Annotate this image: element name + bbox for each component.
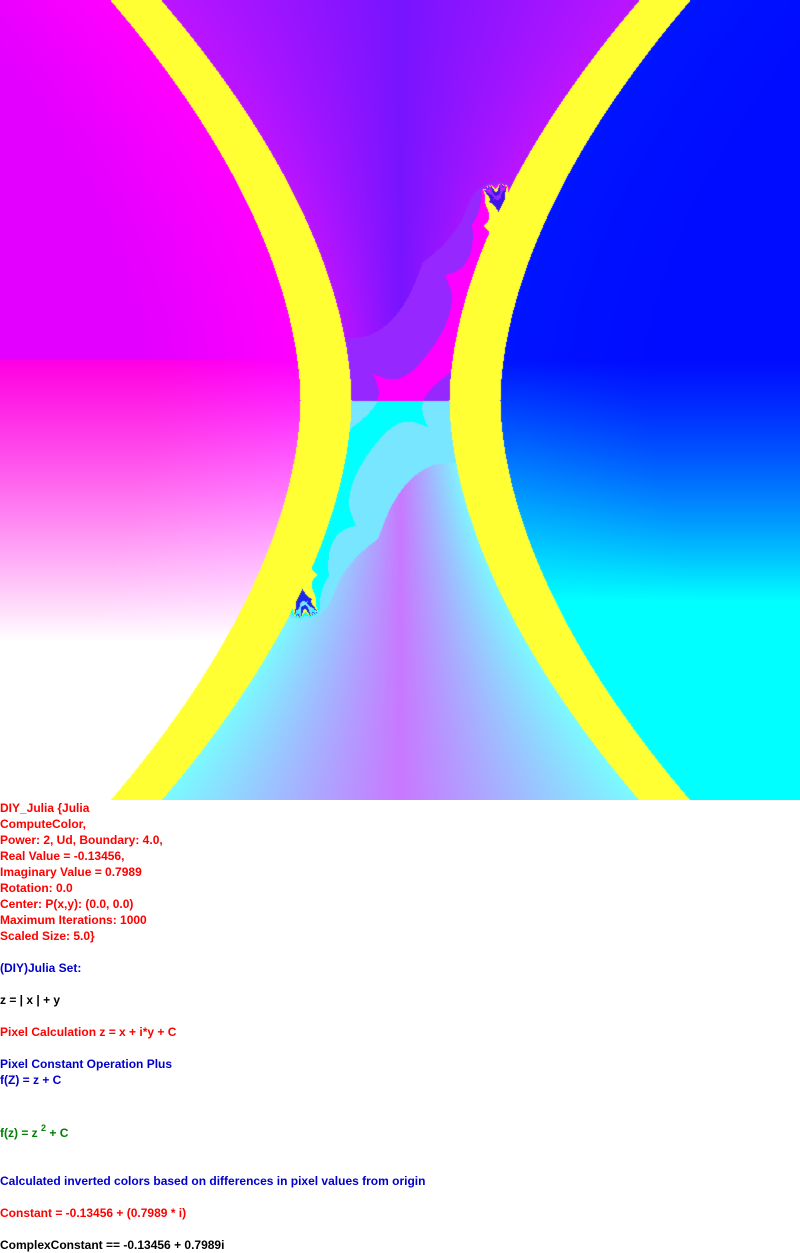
function-lower-suffix: + C xyxy=(46,1126,69,1140)
param-line-1: DIY_Julia {Julia xyxy=(0,801,90,815)
complex-constant: ComplexConstant == -0.13456 + 0.7989i xyxy=(0,1238,225,1252)
constant-operation: Pixel Constant Operation Plus xyxy=(0,1057,173,1071)
param-line-7: Center: P(x,y): (0.0, 0.0) xyxy=(0,897,134,911)
param-line-9: Scaled Size: 5.0} xyxy=(0,929,95,943)
param-line-5: Imaginary Value = 0.7989 xyxy=(0,865,142,879)
color-note: Calculated inverted colors based on diff… xyxy=(0,1174,426,1188)
function-lower-power: 2 xyxy=(41,1123,47,1133)
constant-value: Constant = -0.13456 + (0.7989 * i) xyxy=(0,1206,187,1220)
julia-fractal-image xyxy=(0,0,800,800)
function-lower-prefix: f(z) = z xyxy=(0,1126,41,1140)
param-line-8: Maximum Iterations: 1000 xyxy=(0,913,147,927)
param-line-6: Rotation: 0.0 xyxy=(0,881,73,895)
pixel-calculation: Pixel Calculation z = x + i*y + C xyxy=(0,1025,177,1039)
param-line-2: ComputeColor, xyxy=(0,817,86,831)
function-lower: f(z) = z 2 + C xyxy=(0,1123,69,1142)
param-line-3: Power: 2, Ud, Boundary: 4.0, xyxy=(0,833,163,847)
set-title: (DIY)Julia Set: xyxy=(0,961,82,975)
function-upper: f(Z) = z + C xyxy=(0,1073,62,1087)
param-line-4: Real Value = -0.13456, xyxy=(0,849,125,863)
z-formula: z = | x | + y xyxy=(0,993,61,1007)
